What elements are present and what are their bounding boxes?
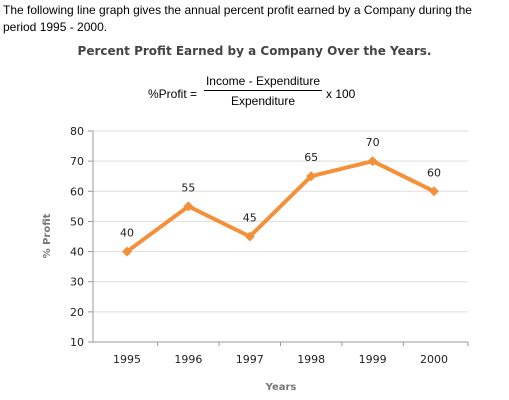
y-tick-label: 20 (70, 306, 84, 319)
data-label: 60 (427, 166, 441, 179)
data-point (244, 231, 255, 242)
data-point (367, 156, 378, 167)
data-label: 70 (366, 136, 380, 149)
formula-denominator: Expenditure (230, 94, 296, 108)
y-tick-label: 10 (70, 336, 84, 349)
formula-fraction: Income - Expenditure Expenditure (204, 73, 322, 109)
x-tick-label: 2000 (420, 353, 448, 366)
x-tick-label: 1996 (174, 353, 202, 366)
y-tick-labels: 10 20 30 40 50 60 70 80 (70, 125, 84, 349)
formula-lhs: %Profit = (148, 87, 198, 101)
grid-lines (93, 130, 468, 313)
data-label: 65 (304, 151, 318, 164)
y-tick-label: 70 (70, 155, 84, 168)
fraction-bar (204, 90, 322, 91)
y-tick-label: 30 (70, 276, 84, 289)
data-labels: 40 55 45 65 70 60 (120, 136, 441, 239)
data-label: 55 (181, 181, 195, 194)
y-tick-label: 40 (70, 246, 84, 259)
data-label: 45 (243, 212, 257, 225)
x-tick-label: 1998 (297, 353, 325, 366)
data-label: 40 (120, 227, 134, 240)
x-tick-labels: 1995 1996 1997 1998 1999 2000 (113, 353, 448, 366)
y-axis-label: % Profit (42, 213, 53, 258)
formula-numerator: Income - Expenditure (205, 74, 321, 88)
x-tick-label: 1995 (113, 353, 141, 366)
y-tick-label: 50 (70, 215, 84, 228)
data-point (429, 186, 439, 197)
chart-title: Percent Profit Earned by a Company Over … (77, 44, 432, 58)
intro-text: The following line graph gives the annua… (3, 3, 472, 34)
formula-rhs: x 100 (326, 87, 356, 101)
data-point (183, 201, 194, 212)
data-point (122, 246, 132, 257)
axes (88, 130, 469, 346)
y-tick-label: 80 (70, 125, 84, 138)
y-tick-label: 60 (70, 185, 84, 198)
x-tick-label: 1997 (236, 353, 264, 366)
x-tick-label: 1999 (359, 353, 387, 366)
data-point (306, 171, 317, 182)
x-axis-label: Years (265, 382, 297, 393)
series-line (125, 159, 436, 254)
series-group (122, 156, 439, 257)
